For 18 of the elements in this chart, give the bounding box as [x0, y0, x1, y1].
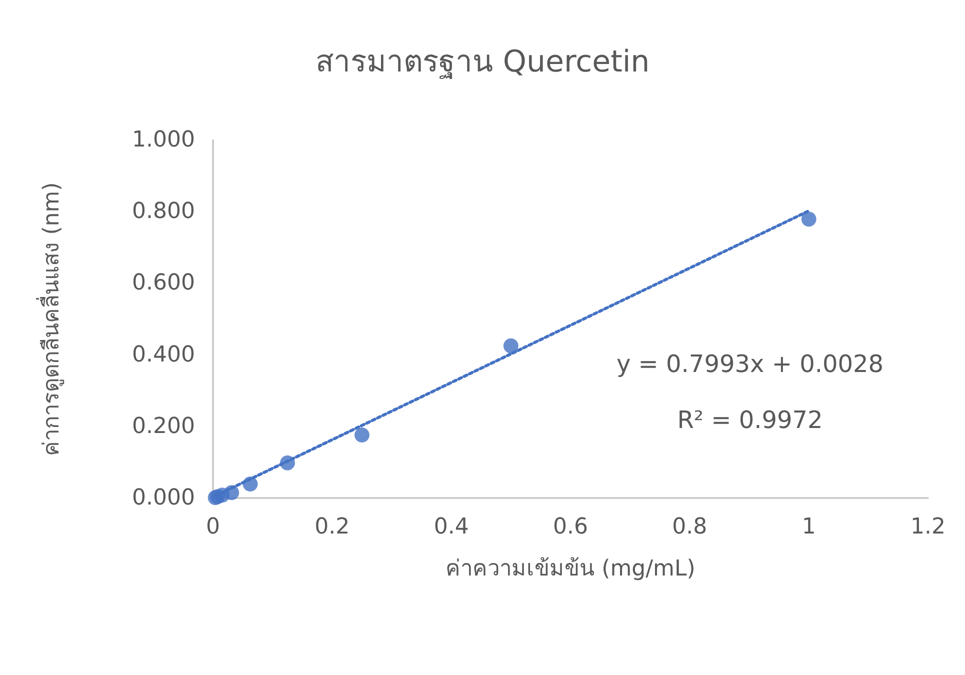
y-tick-label: 0.200 — [132, 414, 195, 439]
x-tick-label: 0.6 — [553, 514, 588, 540]
x-tick-label: 0 — [206, 514, 220, 540]
x-axis-title: ค่าความเข้มข้น (mg/mL) — [446, 556, 696, 582]
y-tick-label: 0.000 — [132, 486, 195, 510]
x-tick-label: 1.2 — [910, 514, 946, 540]
y-tick-label: 0.600 — [132, 270, 195, 296]
x-tick-label: 0.8 — [672, 514, 708, 540]
y-tick-label: 1.000 — [132, 128, 195, 152]
x-tick-label: 0.2 — [314, 514, 350, 540]
y-axis-title: ค่าการดูดกลืนคลื่นแสง (nm) — [36, 182, 64, 456]
y-tick-label: 0.800 — [132, 199, 195, 224]
annotation: R² = 0.9972 — [677, 406, 823, 434]
annotation: y = 0.7993x + 0.0028 — [616, 350, 884, 378]
chart-title: สารมาตรฐาน Quercetin — [315, 44, 650, 80]
x-tick-label: 1 — [802, 514, 816, 540]
x-tick-label: 0.4 — [434, 514, 469, 540]
y-tick-label: 0.400 — [132, 342, 195, 368]
